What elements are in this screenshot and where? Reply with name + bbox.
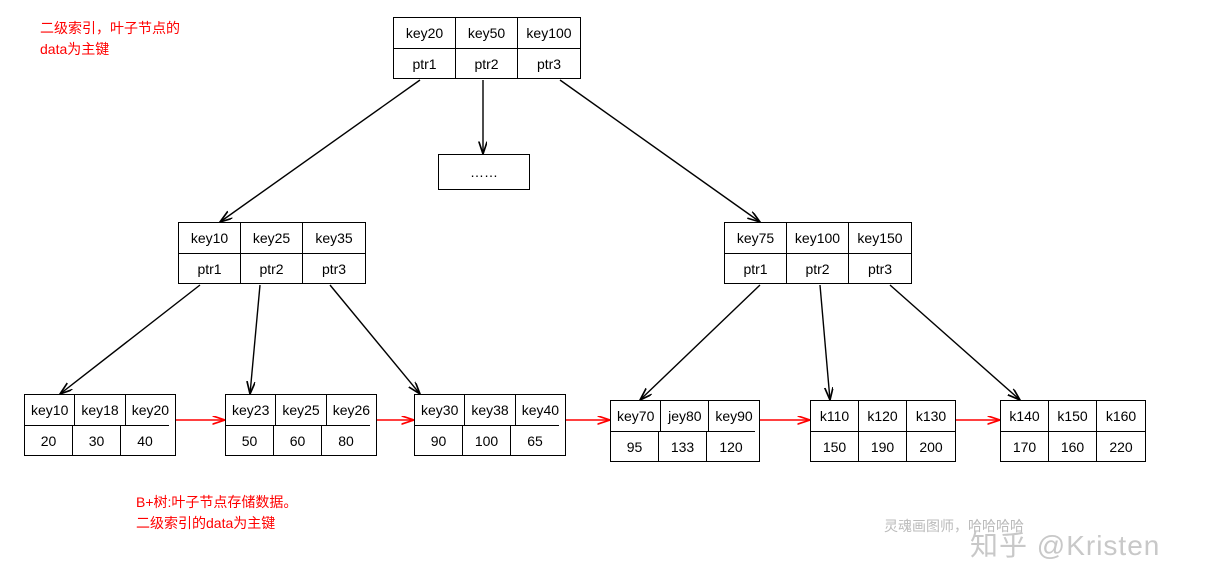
note-bottom: B+树:叶子节点存储数据。 二级索引的data为主键 — [136, 492, 297, 534]
leaf-0-val-2: 40 — [121, 425, 169, 455]
tree-edge — [890, 285, 1020, 400]
watermark-big: 知乎 @Kristen — [970, 524, 1160, 564]
leaf-3-val-2: 120 — [707, 431, 755, 461]
leaf-node-5: k140k150k160 170160220 — [1000, 400, 1146, 462]
internal-1-ptr-0: ptr1 — [725, 253, 787, 283]
leaf-3-val-0: 95 — [611, 431, 659, 461]
leaf-4-key-0: k110 — [811, 401, 859, 431]
root-key-1: key50 — [456, 18, 518, 48]
root-ptr-0: ptr1 — [394, 48, 456, 78]
root-ptr-1: ptr2 — [456, 48, 518, 78]
leaf-5-val-2: 220 — [1097, 431, 1145, 461]
tree-edge — [330, 285, 420, 394]
root-key-0: key20 — [394, 18, 456, 48]
leaf-2-val-0: 90 — [415, 425, 463, 455]
leaf-0-key-1: key18 — [75, 395, 125, 425]
internal-0-key-1: key25 — [241, 223, 303, 253]
leaf-1-val-1: 60 — [274, 425, 322, 455]
internal-1-key-1: key100 — [787, 223, 849, 253]
internal-1-ptr-2: ptr3 — [849, 253, 911, 283]
leaf-0-key-0: key10 — [25, 395, 75, 425]
internal-1-ptr-1: ptr2 — [787, 253, 849, 283]
internal-0-ptr-0: ptr1 — [179, 253, 241, 283]
leaf-2-val-2: 65 — [511, 425, 559, 455]
leaf-5-val-1: 160 — [1049, 431, 1097, 461]
leaf-4-val-2: 200 — [907, 431, 955, 461]
internal-node-0: key10key25key35 ptr1ptr2ptr3 — [178, 222, 366, 284]
root-ptr-2: ptr3 — [518, 48, 580, 78]
leaf-5-key-2: k160 — [1097, 401, 1145, 431]
leaf-node-1: key23key25key26 506080 — [225, 394, 377, 456]
leaf-5-val-0: 170 — [1001, 431, 1049, 461]
internal-0-ptr-2: ptr3 — [303, 253, 365, 283]
internal-0-key-0: key10 — [179, 223, 241, 253]
leaf-0-key-2: key20 — [126, 395, 175, 425]
leaf-3-key-1: jey80 — [661, 401, 709, 431]
leaf-1-key-0: key23 — [226, 395, 276, 425]
leaf-3-val-1: 133 — [659, 431, 707, 461]
root-key-2: key100 — [518, 18, 580, 48]
leaf-3-key-0: key70 — [611, 401, 661, 431]
leaf-1-key-1: key25 — [276, 395, 326, 425]
tree-edge — [640, 285, 760, 400]
leaf-4-key-2: k130 — [907, 401, 955, 431]
tree-edge — [60, 285, 200, 394]
leaf-1-key-2: key26 — [327, 395, 376, 425]
leaf-2-key-0: key30 — [415, 395, 465, 425]
tree-edge — [820, 285, 830, 400]
ellipsis-box: …… — [438, 154, 530, 190]
leaf-2-key-1: key38 — [465, 395, 515, 425]
internal-node-1: key75key100key150 ptr1ptr2ptr3 — [724, 222, 912, 284]
leaf-4-val-0: 150 — [811, 431, 859, 461]
leaf-5-key-0: k140 — [1001, 401, 1049, 431]
internal-0-ptr-1: ptr2 — [241, 253, 303, 283]
leaf-1-val-2: 80 — [322, 425, 370, 455]
leaf-node-2: key30key38key40 9010065 — [414, 394, 566, 456]
leaf-0-val-1: 30 — [73, 425, 121, 455]
internal-1-key-0: key75 — [725, 223, 787, 253]
root-node: key20 key50 key100 ptr1 ptr2 ptr3 — [393, 17, 581, 79]
leaf-3-key-2: key90 — [709, 401, 758, 431]
leaf-5-key-1: k150 — [1049, 401, 1097, 431]
leaf-node-3: key70jey80key90 95133120 — [610, 400, 760, 462]
leaf-1-val-0: 50 — [226, 425, 274, 455]
tree-edge — [220, 80, 420, 222]
leaf-node-4: k110k120k130 150190200 — [810, 400, 956, 462]
tree-edge — [560, 80, 760, 222]
leaf-4-key-1: k120 — [859, 401, 907, 431]
leaf-2-key-2: key40 — [516, 395, 565, 425]
tree-edge — [250, 285, 260, 394]
leaf-2-val-1: 100 — [463, 425, 511, 455]
internal-1-key-2: key150 — [849, 223, 911, 253]
leaf-0-val-0: 20 — [25, 425, 73, 455]
note-top-left: 二级索引，叶子节点的 data为主键 — [40, 18, 180, 60]
leaf-node-0: key10key18key20 203040 — [24, 394, 176, 456]
internal-0-key-2: key35 — [303, 223, 365, 253]
leaf-4-val-1: 190 — [859, 431, 907, 461]
